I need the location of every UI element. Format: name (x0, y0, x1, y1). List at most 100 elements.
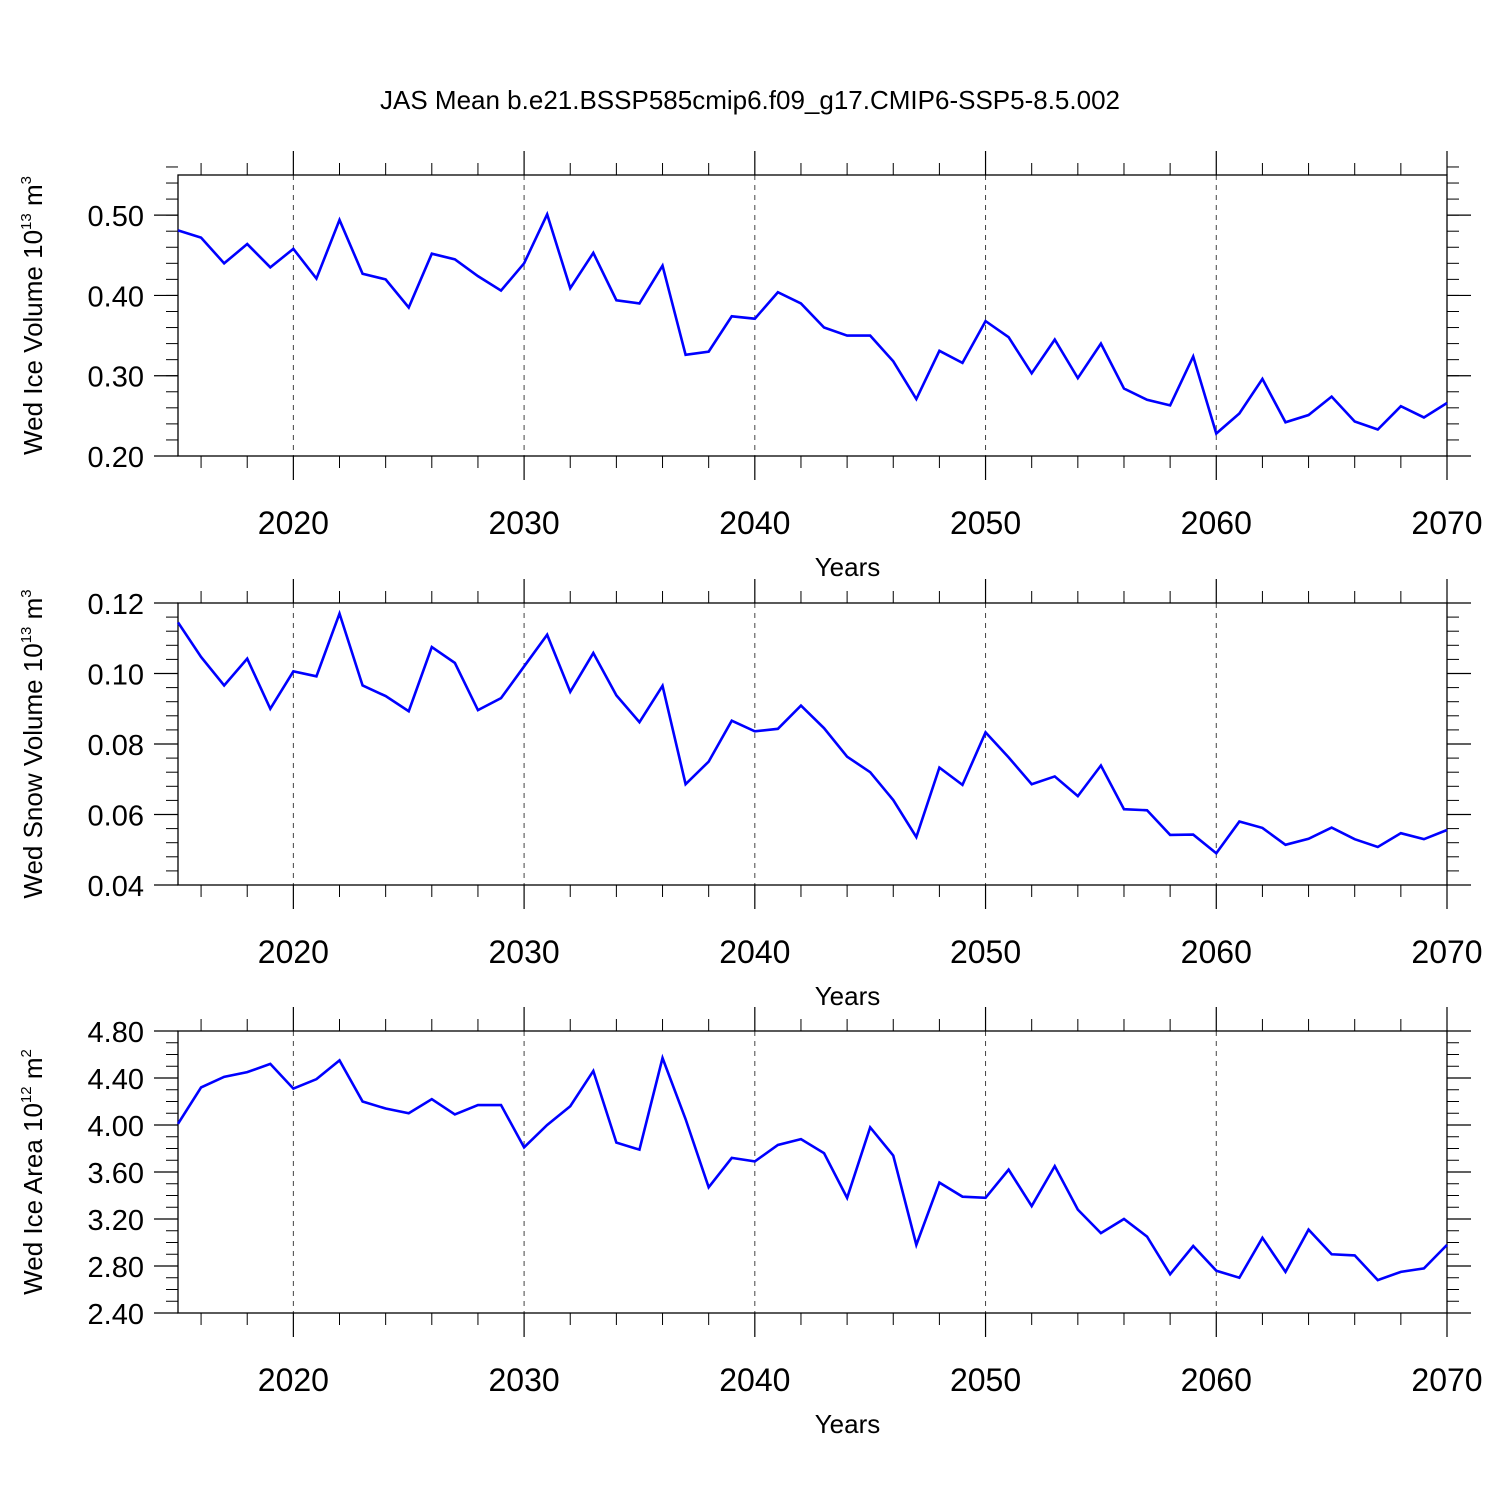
data-point-2023 (361, 273, 363, 275)
data-point-2040 (754, 1160, 756, 1162)
data-point-2017 (223, 684, 225, 686)
data-point-2064 (1307, 1228, 1309, 1230)
data-point-2057 (1146, 399, 1148, 401)
data-point-2023 (361, 684, 363, 686)
x-tick-label: 2030 (488, 1362, 559, 1398)
data-point-2038 (707, 350, 709, 352)
x-tick-label: 2040 (719, 934, 790, 970)
data-point-2067 (1377, 846, 1379, 848)
data-point-2060 (1215, 852, 1217, 854)
data-point-2051 (1007, 1168, 1009, 1170)
y-tick-label: 0.12 (88, 589, 144, 621)
x-tick-label: 2030 (488, 934, 559, 970)
data-point-2063 (1284, 1271, 1286, 1273)
y-tick-label: 4.40 (88, 1064, 144, 1096)
data-point-2040 (754, 730, 756, 732)
data-point-2044 (846, 1197, 848, 1199)
data-point-2054 (1077, 1208, 1079, 1210)
data-point-2065 (1330, 395, 1332, 397)
data-point-2055 (1100, 342, 1102, 344)
x-tick-label: 2040 (719, 505, 790, 541)
data-point-2050 (984, 731, 986, 733)
data-point-2031 (546, 1124, 548, 1126)
y-axis-label: Wed Snow Volume 1013 m3 (18, 589, 48, 898)
data-point-2057 (1146, 1235, 1148, 1237)
data-point-2056 (1123, 808, 1125, 810)
x-tick-label: 2040 (719, 1362, 790, 1398)
x-tick-label: 2050 (950, 505, 1021, 541)
data-point-2045 (869, 1126, 871, 1128)
data-point-2050 (984, 320, 986, 322)
plot-frame (177, 602, 1448, 886)
data-point-2060 (1215, 1270, 1217, 1272)
data-point-2035 (638, 1148, 640, 1150)
x-tick-label: 2050 (950, 1362, 1021, 1398)
data-point-2052 (1030, 1205, 1032, 1207)
x-axis-label: Years (815, 1409, 881, 1439)
data-point-2065 (1330, 826, 1332, 828)
y-tick-label: 2.40 (88, 1299, 144, 1331)
x-axis-label: Years (815, 981, 881, 1011)
figure-title: JAS Mean b.e21.BSSP585cmip6.f09_g17.CMIP… (380, 85, 1120, 115)
x-axis-label: Years (815, 552, 881, 582)
data-point-2056 (1123, 387, 1125, 389)
data-point-2042 (800, 302, 802, 304)
panel-ice-area: 2020 2030 2040 2050 2060 2070 2.40 2.80 3.20 3.60… (18, 1007, 1483, 1439)
data-point-2061 (1238, 1277, 1240, 1279)
data-point-2015 (177, 621, 179, 623)
panel-ice-volume: 2020 2030 2040 2050 2060 2070 0.20 0.30 0.40 0.50… (18, 151, 1483, 582)
data-point-2037 (684, 1118, 686, 1120)
x-tick-label: 2060 (1181, 1362, 1252, 1398)
data-point-2036 (661, 1057, 663, 1059)
data-point-2016 (200, 656, 202, 658)
data-point-2046 (892, 799, 894, 801)
x-tick-label: 2020 (258, 934, 329, 970)
data-point-2021 (315, 1078, 317, 1080)
data-point-2045 (869, 771, 871, 773)
data-point-2065 (1330, 1253, 1332, 1255)
data-point-2061 (1238, 820, 1240, 822)
data-point-2063 (1284, 421, 1286, 423)
data-point-2016 (200, 1086, 202, 1088)
data-point-2039 (731, 315, 733, 317)
data-point-2064 (1307, 838, 1309, 840)
data-point-2025 (408, 1112, 410, 1114)
y-axis-label: Wed Ice Volume 1013 m3 (18, 176, 48, 455)
data-point-2067 (1377, 428, 1379, 430)
series-line (176, 609, 1448, 856)
data-point-2043 (823, 326, 825, 328)
data-point-2043 (823, 1152, 825, 1154)
data-point-2055 (1100, 1232, 1102, 1234)
data-point-2039 (731, 1157, 733, 1159)
data-point-2070 (1446, 1244, 1448, 1246)
data-point-2039 (731, 720, 733, 722)
data-point-2059 (1192, 355, 1194, 357)
data-point-2034 (615, 694, 617, 696)
data-point-2057 (1146, 809, 1148, 811)
data-point-2015 (177, 1123, 179, 1125)
data-point-2037 (684, 783, 686, 785)
data-point-2018 (246, 657, 248, 659)
data-point-2032 (569, 1105, 571, 1107)
x-tick-label: 2070 (1411, 1362, 1482, 1398)
data-point-2047 (915, 836, 917, 838)
data-point-2019 (269, 1063, 271, 1065)
y-tick-label: 3.60 (88, 1158, 144, 1190)
data-point-2036 (661, 685, 663, 687)
data-point-2049 (961, 1195, 963, 1197)
data-point-2042 (800, 1138, 802, 1140)
y-tick-label: 0.50 (88, 201, 144, 233)
data-point-2041 (777, 1144, 779, 1146)
data-point-2035 (638, 721, 640, 723)
data-point-2024 (384, 278, 386, 280)
data-point-2055 (1100, 764, 1102, 766)
data-point-2038 (707, 1186, 709, 1188)
data-point-2046 (892, 360, 894, 362)
data-point-2031 (546, 634, 548, 636)
y-tick-label: 0.20 (88, 442, 144, 474)
y-tick-label: 2.80 (88, 1252, 144, 1284)
data-point-2030 (523, 262, 525, 264)
data-point-2024 (384, 695, 386, 697)
x-tick-label: 2070 (1411, 934, 1482, 970)
